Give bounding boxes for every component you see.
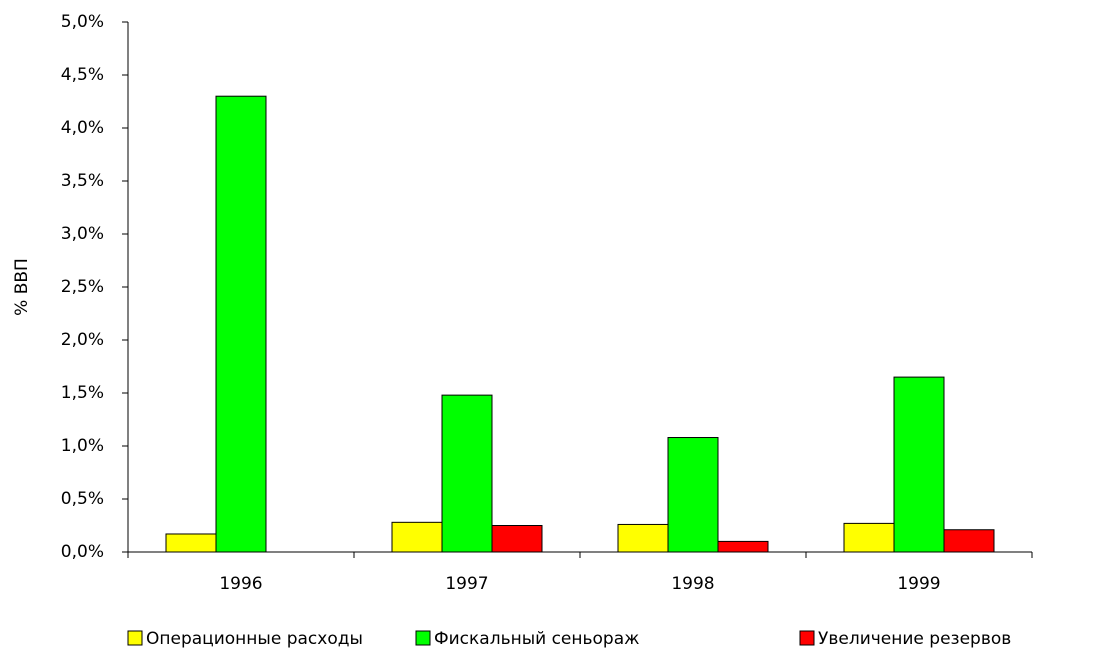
bar <box>843 522 895 553</box>
y-tick-label: 5,0% <box>61 12 104 32</box>
legend-label: Фискальный сеньораж <box>434 629 639 649</box>
legend-swatch <box>415 630 431 646</box>
y-tick-label: 2,5% <box>61 277 104 297</box>
y-tick-label: 4,0% <box>61 118 104 138</box>
y-tick-label: 2,0% <box>61 330 104 350</box>
legend-swatch <box>799 630 815 646</box>
legend-swatch <box>127 630 143 646</box>
bar <box>893 376 945 553</box>
x-tick-label: 1996 <box>219 574 262 594</box>
bar <box>215 95 267 553</box>
y-tick-label: 4,5% <box>61 65 104 85</box>
x-tick-label: 1998 <box>671 574 714 594</box>
legend-label: Операционные расходы <box>146 629 363 649</box>
bar <box>441 394 493 553</box>
bar <box>491 525 543 553</box>
x-tick-label: 1999 <box>897 574 940 594</box>
bar <box>667 437 719 553</box>
bar <box>617 523 669 553</box>
y-tick-label: 0,5% <box>61 489 104 509</box>
y-tick-label: 1,0% <box>61 436 104 456</box>
bar <box>717 540 769 553</box>
y-tick-label: 1,5% <box>61 383 104 403</box>
y-tick-label: 3,5% <box>61 171 104 191</box>
y-tick-label: 3,0% <box>61 224 104 244</box>
bar <box>943 529 995 553</box>
legend-label: Увеличение резервов <box>818 629 1011 649</box>
bar <box>165 533 217 553</box>
y-tick-label: 0,0% <box>61 542 104 562</box>
y-axis-label: % ВВП <box>12 258 32 316</box>
x-tick-label: 1997 <box>445 574 488 594</box>
bar <box>391 521 443 553</box>
